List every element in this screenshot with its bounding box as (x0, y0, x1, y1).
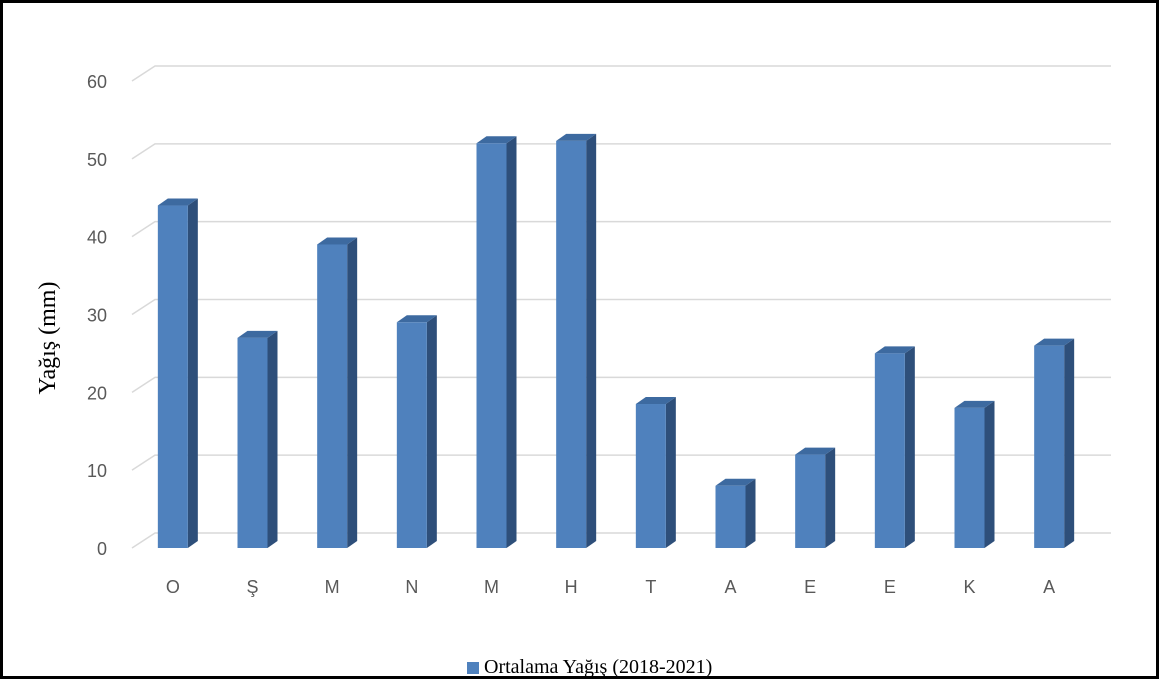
bar-side (586, 133, 597, 548)
gridline (131, 454, 1111, 471)
bar-top (317, 237, 358, 245)
bar-side (825, 447, 836, 548)
bar-front (795, 454, 826, 548)
y-tick-label: 10 (87, 461, 107, 481)
bar-front (396, 322, 427, 548)
bar-side (1064, 338, 1075, 548)
x-tick-label: A (724, 577, 736, 597)
y-tick-label: 50 (87, 150, 107, 170)
bar (795, 447, 836, 548)
gridlines (131, 65, 1111, 549)
bar-side (904, 346, 915, 548)
y-axis-label: Yağış (mm) (35, 282, 61, 395)
bar-side (506, 136, 517, 548)
y-tick-label: 40 (87, 228, 107, 248)
gridline (131, 532, 1111, 549)
bar-side (347, 237, 358, 548)
bar (396, 315, 437, 548)
bar-top (954, 400, 995, 408)
gridline (131, 298, 1111, 316)
y-axis-ticks: 0 10 20 30 40 50 60 (87, 72, 107, 559)
bar (635, 397, 676, 548)
y-tick-label: 0 (97, 539, 107, 559)
bar-front (635, 404, 666, 548)
bar (237, 330, 278, 548)
bar-top (476, 136, 517, 144)
x-tick-label: N (405, 577, 418, 597)
bar-front (874, 353, 905, 548)
bar (157, 198, 198, 549)
bar-front (476, 143, 507, 548)
x-tick-label: T (645, 577, 656, 597)
bar-top (874, 346, 915, 354)
bar (874, 346, 915, 548)
y-tick-label: 20 (87, 383, 107, 403)
x-tick-label: K (963, 577, 975, 597)
x-tick-label: O (166, 577, 180, 597)
chart: 0 10 20 30 40 50 60 O Ş M N M H T A E E K A Yağış (mm) Or… (35, 65, 1111, 678)
bar-front (1034, 345, 1065, 548)
bar (556, 133, 597, 548)
x-tick-label: A (1043, 577, 1055, 597)
bar-side (267, 330, 278, 548)
bar-side (984, 400, 995, 548)
x-tick-label: M (325, 577, 340, 597)
x-tick-label: Ş (246, 577, 258, 597)
gridline (131, 220, 1111, 238)
bar-side (187, 198, 198, 549)
x-tick-label: M (484, 577, 499, 597)
bar-top (715, 478, 756, 486)
bar-top (1034, 338, 1075, 346)
legend-swatch (467, 662, 479, 674)
bar-side (426, 315, 437, 548)
bar-top (237, 330, 278, 338)
x-tick-label: E (884, 577, 896, 597)
bar (954, 400, 995, 548)
bar-top (157, 198, 198, 206)
legend: Ortalama Yağış (2018-2021) (467, 656, 712, 678)
bar-top (396, 315, 437, 323)
bar-side (745, 478, 756, 548)
bar-top (556, 133, 597, 141)
gridline (131, 143, 1111, 160)
bar-front (954, 407, 985, 548)
bars (157, 133, 1075, 549)
y-tick-label: 60 (87, 72, 107, 92)
x-tick-label: H (565, 577, 578, 597)
gridline (131, 376, 1111, 393)
legend-label: Ortalama Yağış (2018-2021) (484, 656, 712, 678)
gridline (131, 65, 1111, 82)
bar-top (635, 397, 676, 405)
bar-side (665, 397, 676, 548)
bar-front (317, 244, 348, 548)
bar (476, 136, 517, 548)
bar-top (795, 447, 836, 455)
x-tick-label: E (804, 577, 816, 597)
bar-front (237, 337, 268, 548)
bar (317, 237, 358, 548)
bar (1034, 338, 1075, 548)
y-tick-label: 30 (87, 306, 107, 326)
bar-front (157, 205, 188, 549)
bar-front (715, 485, 746, 548)
bar (715, 478, 756, 548)
bar-front (556, 140, 587, 548)
